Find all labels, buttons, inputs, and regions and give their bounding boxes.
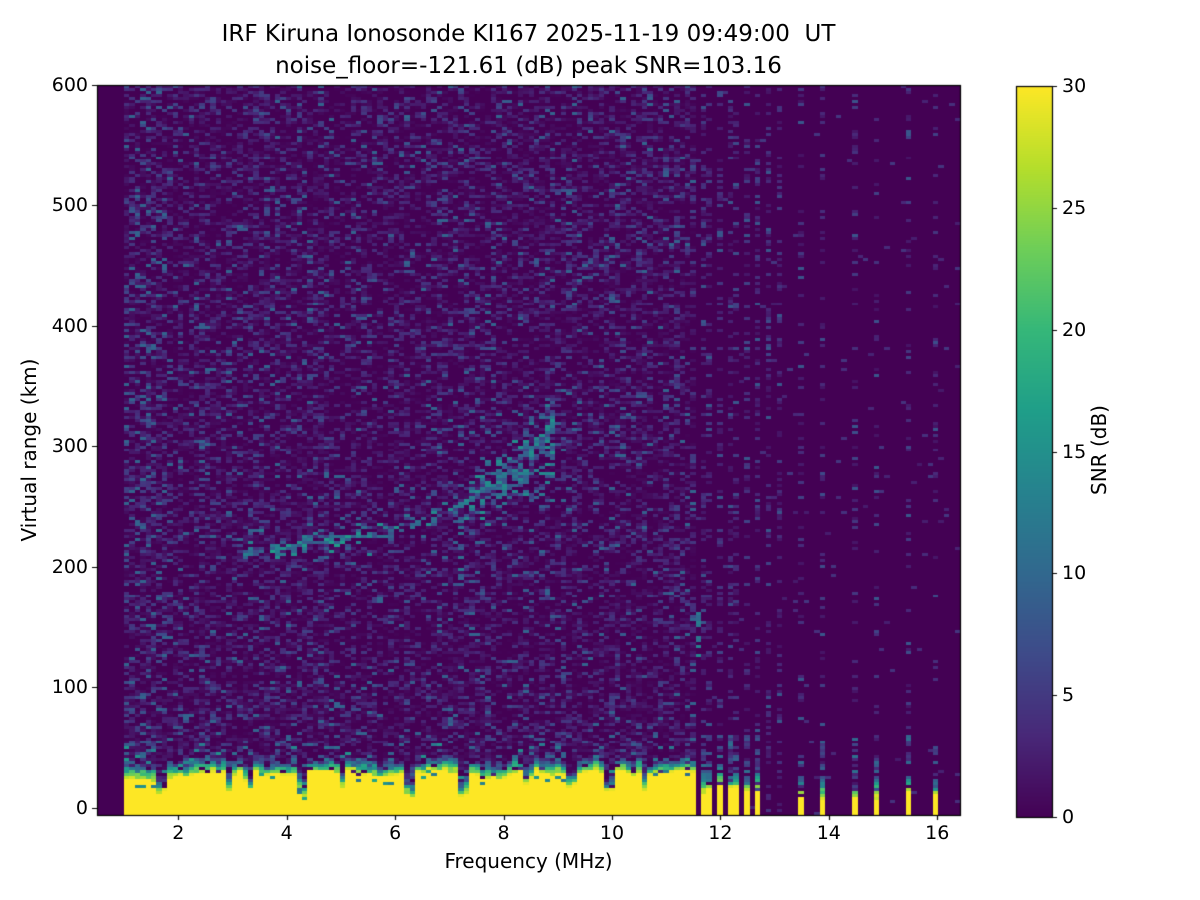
colorbar-tick-label: 30 <box>1062 75 1087 97</box>
chart-title-block: IRF Kiruna Ionosonde KI167 2025-11-19 09… <box>97 18 960 82</box>
y-tick-label: 300 <box>51 435 88 458</box>
colorbar-tick-label: 0 <box>1062 806 1075 828</box>
chart-title: IRF Kiruna Ionosonde KI167 2025-11-19 09… <box>221 21 836 47</box>
x-axis-label: Frequency (MHz) <box>444 849 613 873</box>
y-tick-label: 100 <box>51 676 88 699</box>
x-tick-label: 6 <box>389 822 402 844</box>
y-axis-label: Virtual range (km) <box>17 358 41 542</box>
x-tick-label: 2 <box>172 822 185 844</box>
colorbar-tick-label: 10 <box>1062 562 1087 585</box>
colorbar-tick-label: 20 <box>1062 318 1087 341</box>
x-tick-label: 8 <box>497 822 510 844</box>
colorbar-tick-label: 25 <box>1062 196 1087 219</box>
x-tick-label: 4 <box>280 822 293 844</box>
y-tick-label: 400 <box>51 314 88 337</box>
y-tick-label: 0 <box>75 796 88 819</box>
x-tick-label: 10 <box>599 822 625 844</box>
y-tick-label: 600 <box>51 74 88 96</box>
colorbar-tick-label: 15 <box>1062 440 1087 463</box>
y-tick-label: 500 <box>51 194 88 217</box>
x-tick-label: 12 <box>708 822 733 844</box>
colorbar-tick-label: 5 <box>1062 684 1075 707</box>
colorbar-label: SNR (dB) <box>1087 405 1111 495</box>
x-tick-label: 16 <box>925 822 950 844</box>
y-tick-label: 200 <box>51 555 88 578</box>
x-tick-label: 14 <box>816 822 841 844</box>
chart-subtitle: noise_floor=-121.61 (dB) peak SNR=103.16 <box>275 53 782 79</box>
